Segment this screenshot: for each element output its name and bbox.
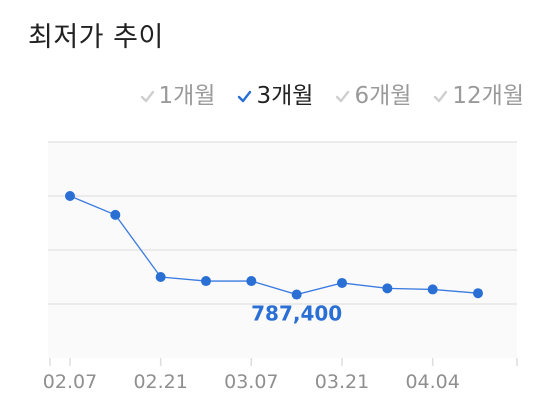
data-point <box>155 272 166 282</box>
tab-label: 3개월 <box>256 83 314 109</box>
page-title: 최저가 추이 <box>28 22 164 53</box>
data-point <box>337 277 347 288</box>
min-price-label: 787,400 <box>251 302 342 326</box>
series-line <box>69 195 479 296</box>
data-point <box>110 209 121 220</box>
tab-12-months[interactable]: 12개월 <box>433 80 524 112</box>
x-tick-label: 02.21 <box>133 371 187 393</box>
data-point <box>382 283 393 294</box>
data-point <box>201 276 211 287</box>
tab-label: 1개월 <box>158 83 216 109</box>
period-tabs: 1개월 3개월 6개월 12개월 <box>140 80 524 112</box>
checkmark-icon <box>335 89 350 104</box>
data-point <box>65 191 75 201</box>
checkmark-icon <box>237 89 252 104</box>
data-point <box>246 276 257 287</box>
x-tick-label: 04.04 <box>405 371 459 393</box>
checkmark-icon <box>140 89 155 104</box>
data-point <box>291 289 302 300</box>
data-point <box>427 284 438 295</box>
tab-1-month[interactable]: 1개월 <box>140 80 216 112</box>
tab-label: 12개월 <box>452 83 524 109</box>
tab-3-months[interactable]: 3개월 <box>237 80 313 112</box>
data-point <box>473 288 483 299</box>
x-tick-label: 02.07 <box>43 371 97 393</box>
checkmark-icon <box>433 89 448 104</box>
tab-6-months[interactable]: 6개월 <box>335 80 411 112</box>
tab-label: 6개월 <box>354 83 412 109</box>
x-tick-label: 03.21 <box>315 371 369 393</box>
x-tick-label: 03.07 <box>224 371 278 393</box>
